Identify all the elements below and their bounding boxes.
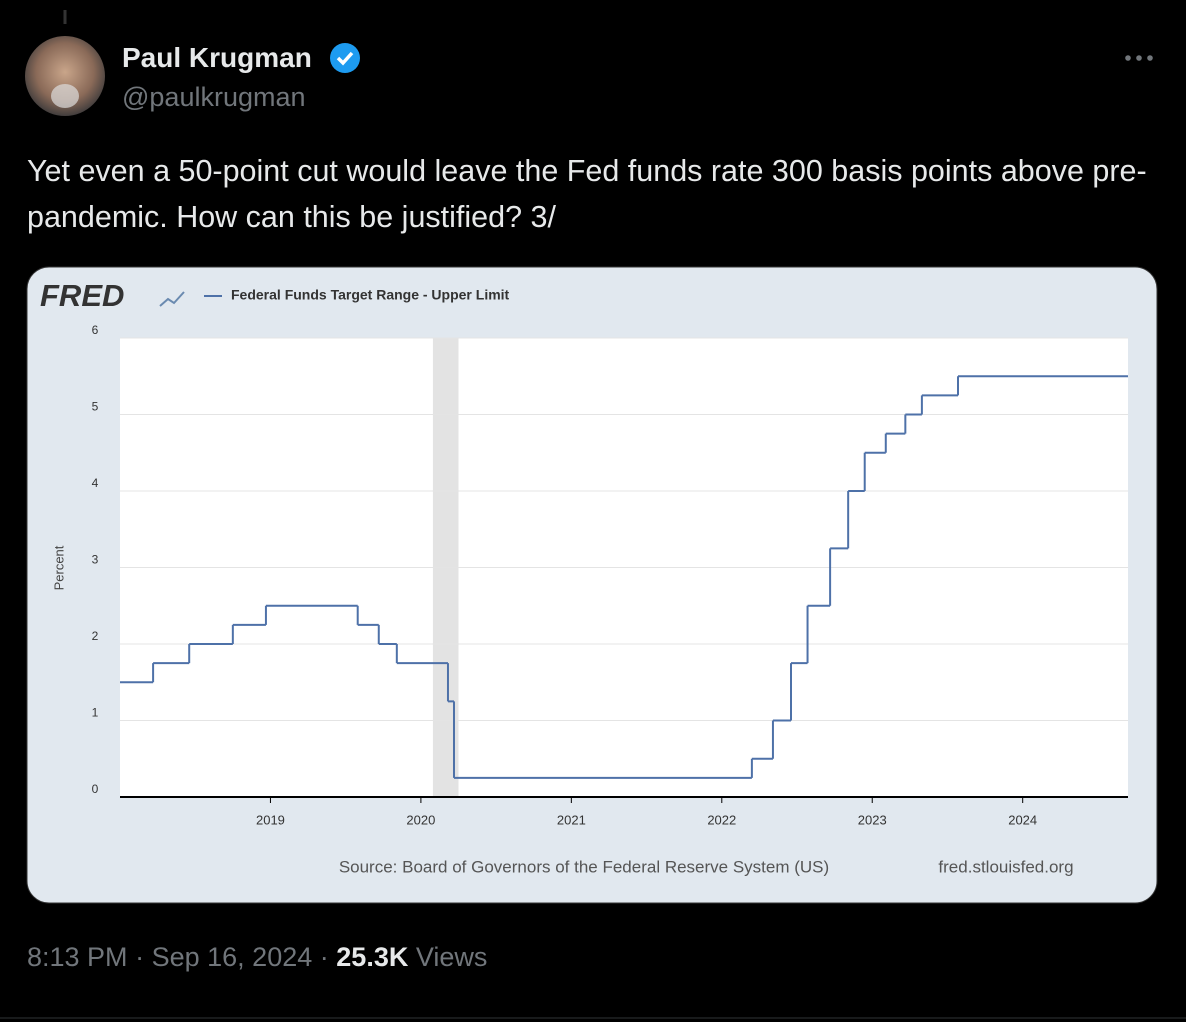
y-tick-label: 6 xyxy=(92,323,99,337)
separator: · xyxy=(319,942,329,972)
x-tick-label: 2019 xyxy=(256,812,285,827)
y-tick-label: 5 xyxy=(92,400,99,414)
view-count: 25.3K xyxy=(336,942,409,972)
legend-label: Federal Funds Target Range - Upper Limit xyxy=(231,287,510,303)
source-url[interactable]: fred.stlouisfed.org xyxy=(938,857,1073,876)
y-axis-label: Percent xyxy=(51,545,66,590)
verified-badge xyxy=(330,43,360,73)
x-tick-label: 2022 xyxy=(707,812,736,827)
date[interactable]: Sep 16, 2024 xyxy=(151,942,313,972)
views-label: Views xyxy=(415,942,488,972)
time[interactable]: 8:13 PM xyxy=(27,942,128,972)
y-tick-label: 3 xyxy=(92,553,99,567)
author-name[interactable]: Paul Krugman xyxy=(122,42,312,73)
tweet-meta: 8:13 PM · Sep 16, 2024 · 25.3K Views xyxy=(27,942,487,973)
author-handle[interactable]: @paulkrugman xyxy=(122,82,306,112)
x-tick-label: 2021 xyxy=(557,812,586,827)
more-button[interactable] xyxy=(1125,55,1153,61)
separator: · xyxy=(135,942,145,972)
tweet-text: Yet even a 50-point cut would leave the … xyxy=(27,154,1147,234)
logo-icon xyxy=(159,291,185,307)
y-tick-label: 4 xyxy=(92,476,99,490)
x-tick-label: 2023 xyxy=(858,812,887,827)
x-tick-label: 2024 xyxy=(1008,812,1037,827)
y-tick-label: 0 xyxy=(92,782,99,796)
y-tick-label: 2 xyxy=(92,629,99,643)
avatar-beard xyxy=(51,84,79,108)
y-tick-label: 1 xyxy=(92,706,99,720)
x-tick-label: 2020 xyxy=(406,812,435,827)
source: Source: Board of Governors of the Federa… xyxy=(339,857,829,876)
avatar[interactable] xyxy=(25,36,105,116)
logo: FRED xyxy=(40,278,124,313)
